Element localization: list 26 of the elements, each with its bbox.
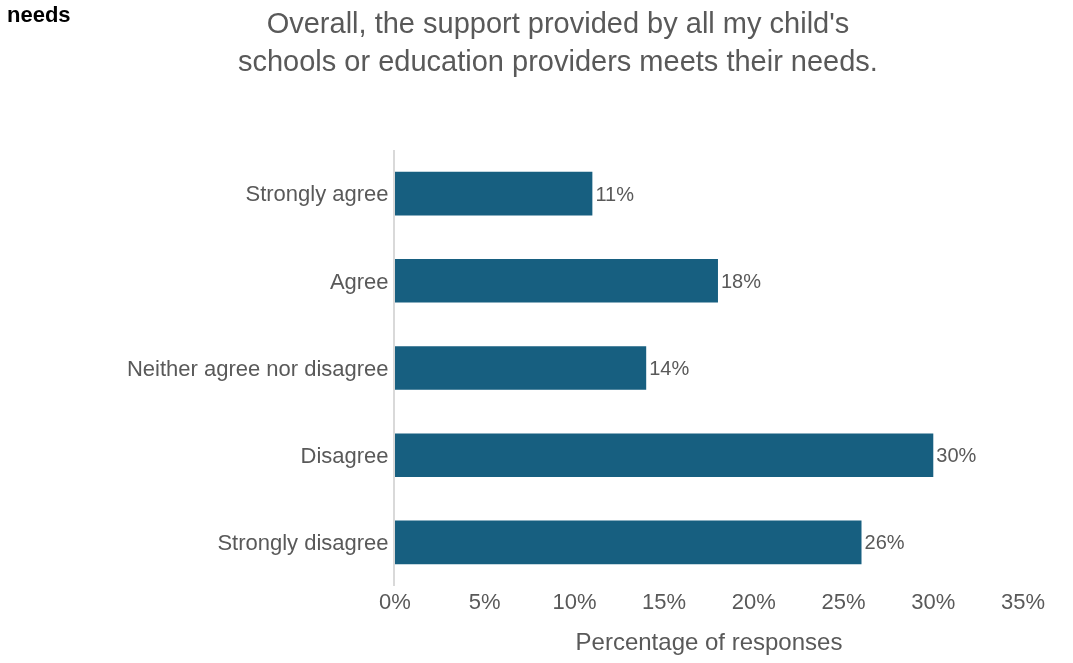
bar: [395, 520, 862, 565]
y-tick-label: Disagree: [300, 442, 389, 468]
x-tick-label: 5%: [468, 589, 501, 614]
y-tick-label: Neither agree nor disagree: [126, 355, 389, 381]
bar: [395, 433, 934, 477]
chart-title: Overall, the support provided by all my child's schools or education providers meets their needs.: [237, 7, 878, 77]
y-tick-label: Strongly agree: [245, 181, 389, 207]
x-tick-label: 20%: [731, 589, 776, 614]
bar: [395, 171, 593, 216]
data-label: 26%: [864, 531, 905, 554]
data-label: 30%: [936, 444, 977, 467]
data-label: 18%: [720, 269, 762, 292]
y-tick-label: Agree: [329, 268, 389, 294]
y-tick-label: Strongly disagree: [217, 530, 389, 556]
x-tick-label: 25%: [821, 589, 866, 614]
x-tick-label: 15%: [642, 589, 687, 614]
x-axis-title: Percentage of responses: [575, 628, 843, 656]
data-label: 11%: [595, 182, 635, 205]
x-tick-label: 10%: [552, 589, 597, 614]
bar: [395, 346, 647, 390]
x-tick-label: 30%: [911, 589, 956, 614]
data-label: 14%: [649, 357, 690, 379]
x-tick-label: 35%: [1000, 589, 1046, 614]
text: needs: [7, 2, 71, 27]
bar: [395, 259, 718, 303]
x-tick-label: 0%: [379, 589, 411, 614]
